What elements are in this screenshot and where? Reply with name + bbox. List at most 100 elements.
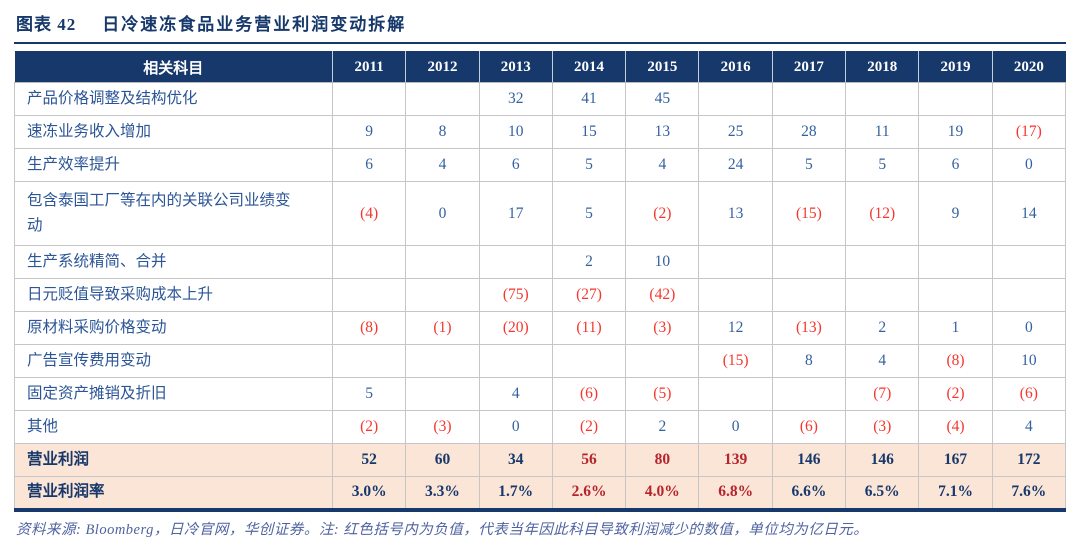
row-label-cell: 日元贬值导致采购成本上升 — [14, 278, 333, 312]
value-cell: 45 — [625, 82, 700, 116]
value-cell: (4) — [918, 410, 993, 444]
value-cell: 14 — [991, 181, 1067, 246]
table-body: 产品价格调整及结构优化 32 41 45 速冻业务收入增加 9 8 10 15 13 25 28 11 1… — [14, 82, 1067, 512]
value-cell: (75) — [478, 278, 553, 312]
column-header-year-2014: 2014 — [552, 51, 627, 83]
value-cell: (6) — [551, 377, 627, 411]
value-cell — [771, 82, 847, 116]
row-label-cell: 生产效率提升 — [14, 148, 333, 182]
value-cell — [698, 82, 773, 116]
value-cell: 13 — [625, 115, 700, 149]
value-cell: 28 — [771, 115, 847, 149]
value-cell — [991, 245, 1067, 279]
value-cell: 12 — [698, 311, 773, 345]
column-header-year-2011: 2011 — [332, 51, 407, 83]
value-cell: 32 — [478, 82, 553, 116]
value-cell: (6) — [771, 410, 847, 444]
value-cell: 9 — [918, 181, 993, 246]
value-cell — [918, 82, 993, 116]
value-cell: 25 — [698, 115, 773, 149]
total-row: 营业利润 52 60 34 56 80 139 146 146 167 172 — [14, 443, 1067, 477]
row-label: 其他 — [27, 417, 59, 435]
value-cell: (15) — [698, 344, 773, 378]
value-cell: 10 — [991, 344, 1067, 378]
source-note: 资料来源: Bloomberg，日冷官网，华创证券。注: 红色括号内为负值，代表… — [16, 521, 869, 538]
value-cell: (20) — [478, 311, 553, 345]
value-cell: (6) — [991, 377, 1067, 411]
value-cell — [405, 82, 480, 116]
value-cell — [991, 82, 1067, 116]
value-cell: 34 — [478, 443, 553, 477]
value-cell: 2.6% — [551, 476, 627, 512]
value-cell: 0 — [405, 181, 480, 246]
value-cell: 6 — [478, 148, 553, 182]
value-cell: 24 — [698, 148, 773, 182]
value-cell: (17) — [991, 115, 1067, 149]
row-label: 速冻业务收入增加 — [27, 122, 152, 140]
row-label-cell: 广告宣传费用变动 — [14, 344, 333, 378]
row-label: 原材料采购价格变动 — [27, 318, 167, 336]
value-cell — [771, 245, 847, 279]
value-cell: (27) — [551, 278, 627, 312]
row-label-cell: 包含泰国工厂等在内的关联公司业绩变动 — [14, 181, 333, 246]
value-cell: 19 — [918, 115, 993, 149]
value-cell: 2 — [625, 410, 700, 444]
value-cell — [771, 278, 847, 312]
table-row: 包含泰国工厂等在内的关联公司业绩变动 (4) 0 17 5 (2) 13 (15) (12) 9 1… — [14, 181, 1067, 246]
value-cell: 4.0% — [625, 476, 700, 512]
value-cell — [991, 278, 1067, 312]
table-row: 速冻业务收入增加 9 8 10 15 13 25 28 11 19 (17) — [14, 115, 1067, 149]
table-row: 原材料采购价格变动 (8) (1) (20) (11) (3) 12 (13) 2 1 0 — [14, 311, 1067, 345]
value-cell: (3) — [625, 311, 700, 345]
value-cell: 13 — [698, 181, 773, 246]
figure-title: 图表 42 日冷速冻食品业务营业利润变动拆解 — [14, 10, 1066, 35]
value-cell: 5 — [771, 148, 847, 182]
column-header-year-2016: 2016 — [698, 51, 773, 83]
value-cell: (2) — [625, 181, 700, 246]
table-row: 产品价格调整及结构优化 32 41 45 — [14, 82, 1067, 116]
figure-title-text: 日冷速冻食品业务营业利润变动拆解 — [102, 15, 407, 34]
value-cell: 4 — [845, 344, 920, 378]
value-cell: 172 — [991, 443, 1067, 477]
value-cell: 41 — [551, 82, 627, 116]
value-cell — [478, 344, 553, 378]
value-cell: 4 — [405, 148, 480, 182]
value-cell: 6.5% — [845, 476, 920, 512]
row-label: 营业利润率 — [27, 483, 105, 501]
value-cell — [845, 82, 920, 116]
value-cell: 8 — [405, 115, 480, 149]
value-cell: 5 — [845, 148, 920, 182]
value-cell: 4 — [478, 377, 553, 411]
value-cell: 60 — [405, 443, 480, 477]
value-cell — [478, 245, 553, 279]
value-cell: 6 — [918, 148, 993, 182]
value-cell: (15) — [771, 181, 847, 246]
value-cell: (2) — [331, 410, 407, 444]
value-cell — [845, 278, 920, 312]
value-cell: 5 — [331, 377, 407, 411]
title-divider — [14, 42, 1066, 44]
value-cell — [405, 278, 480, 312]
value-cell — [625, 344, 700, 378]
value-cell — [405, 245, 480, 279]
column-header-year-2017: 2017 — [772, 51, 847, 83]
value-cell: 167 — [918, 443, 993, 477]
value-cell: 9 — [331, 115, 407, 149]
value-cell — [698, 377, 773, 411]
value-cell: 7.6% — [991, 476, 1067, 512]
value-cell: 52 — [331, 443, 407, 477]
value-cell: 2 — [845, 311, 920, 345]
row-label-cell: 营业利润率 — [14, 476, 333, 512]
value-cell: 6 — [331, 148, 407, 182]
value-cell: 4 — [625, 148, 700, 182]
value-cell — [845, 245, 920, 279]
value-cell: (4) — [331, 181, 407, 246]
row-label-cell: 原材料采购价格变动 — [14, 311, 333, 345]
value-cell: (8) — [918, 344, 993, 378]
value-cell — [551, 344, 627, 378]
value-cell — [771, 377, 847, 411]
row-label-cell: 营业利润 — [14, 443, 333, 477]
row-label: 包含泰国工厂等在内的关联公司业绩变动 — [27, 192, 291, 234]
value-cell: (2) — [918, 377, 993, 411]
row-label-cell: 速冻业务收入增加 — [14, 115, 333, 149]
